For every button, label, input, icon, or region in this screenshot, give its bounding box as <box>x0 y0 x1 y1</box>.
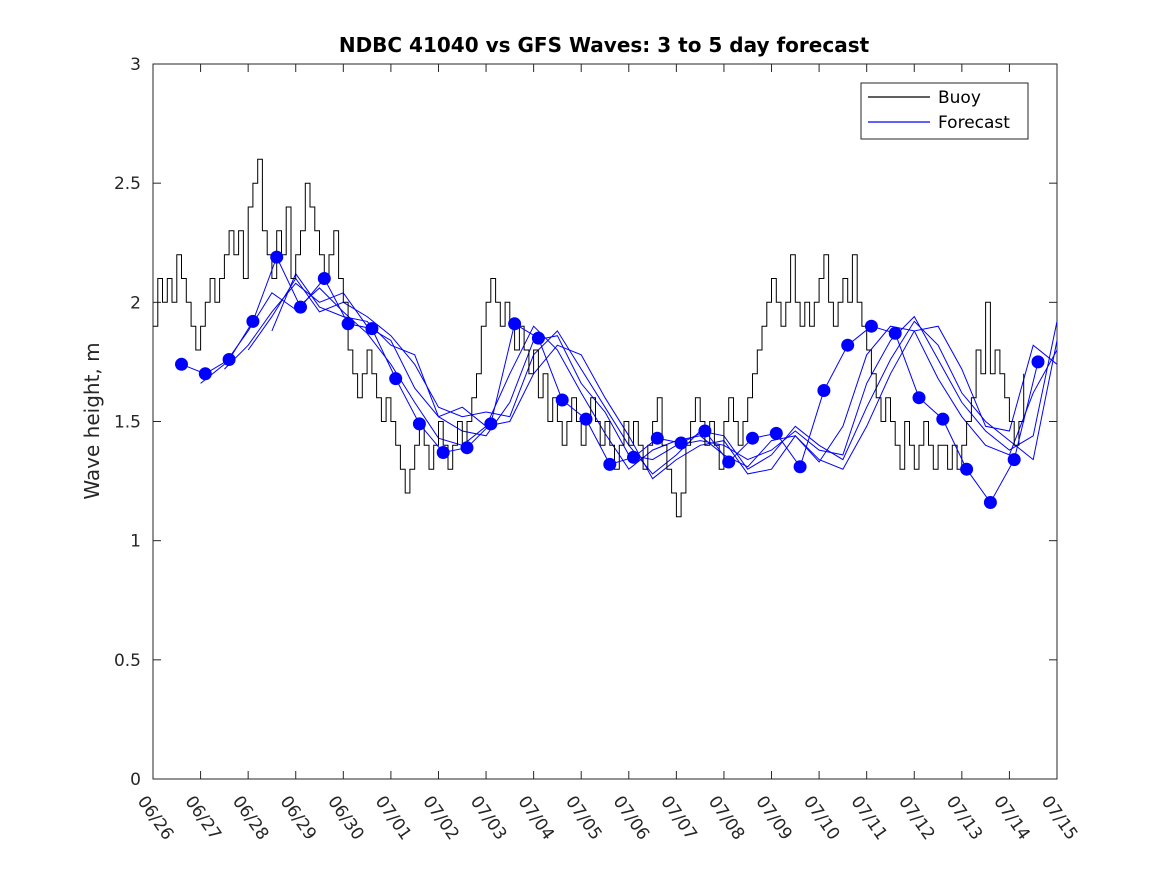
forecast-point <box>412 417 426 431</box>
forecast-point <box>936 412 950 426</box>
forecast-point <box>484 417 498 431</box>
chart-title: NDBC 41040 vs GFS Waves: 3 to 5 day fore… <box>339 33 870 57</box>
y-tick-label: 1.5 <box>114 413 141 433</box>
forecast-point <box>198 367 212 381</box>
y-tick-label: 3 <box>130 55 141 75</box>
forecast-point <box>698 424 712 438</box>
legend-buoy-label: Buoy <box>938 88 981 108</box>
forecast-point <box>175 357 188 371</box>
forecast-point <box>222 353 236 366</box>
forecast-point <box>294 300 307 314</box>
forecast-point <box>317 272 331 285</box>
forecast-point <box>888 326 902 340</box>
forecast-point <box>793 460 807 474</box>
forecast-run-line <box>271 272 1058 480</box>
forecast-point <box>270 250 284 264</box>
forecast-point <box>603 457 617 471</box>
forecast-point <box>436 446 450 459</box>
legend-box <box>860 82 1029 140</box>
forecast-point <box>531 331 545 345</box>
forecast-point <box>1007 453 1021 467</box>
y-tick-label: 2.5 <box>114 174 141 194</box>
y-tick-label: 0.5 <box>114 651 141 671</box>
y-axis-label: Wave height, m <box>80 342 104 499</box>
forecast-point <box>389 372 403 386</box>
forecast-point <box>246 314 260 328</box>
forecast-point <box>841 338 855 352</box>
forecast-point <box>960 462 974 476</box>
forecast-point <box>769 426 783 440</box>
forecast-point <box>722 455 736 469</box>
forecast-points <box>175 250 1045 509</box>
forecast-point <box>746 431 759 445</box>
y-tick-label: 2 <box>130 293 141 313</box>
forecast-point <box>508 317 522 331</box>
forecast-runs <box>200 272 1058 480</box>
legend-forecast-label: Forecast <box>938 113 1010 133</box>
forecast-point <box>817 384 831 397</box>
forecast-point <box>864 319 878 333</box>
y-ticks: 0 0.5 1 1.5 2 2.5 3 <box>114 55 1057 790</box>
forecast-point <box>983 496 997 509</box>
forecast-point <box>341 317 355 331</box>
forecast-point <box>674 436 688 450</box>
forecast-point <box>1031 355 1045 369</box>
forecast-point <box>650 431 664 445</box>
forecast-point <box>555 393 569 407</box>
forecast-point <box>460 441 474 455</box>
y-tick-label: 1 <box>130 532 141 552</box>
forecast-point <box>627 450 640 464</box>
forecast-point <box>365 322 379 336</box>
y-tick-label: 0 <box>130 770 141 790</box>
legend: Buoy Forecast <box>860 82 1029 140</box>
forecast-point <box>579 412 593 426</box>
forecast-point <box>912 391 926 405</box>
plot-area: 06/26 06/27 06/28 06/29 06/30 07/01 07/02 07/03… <box>114 55 1081 844</box>
